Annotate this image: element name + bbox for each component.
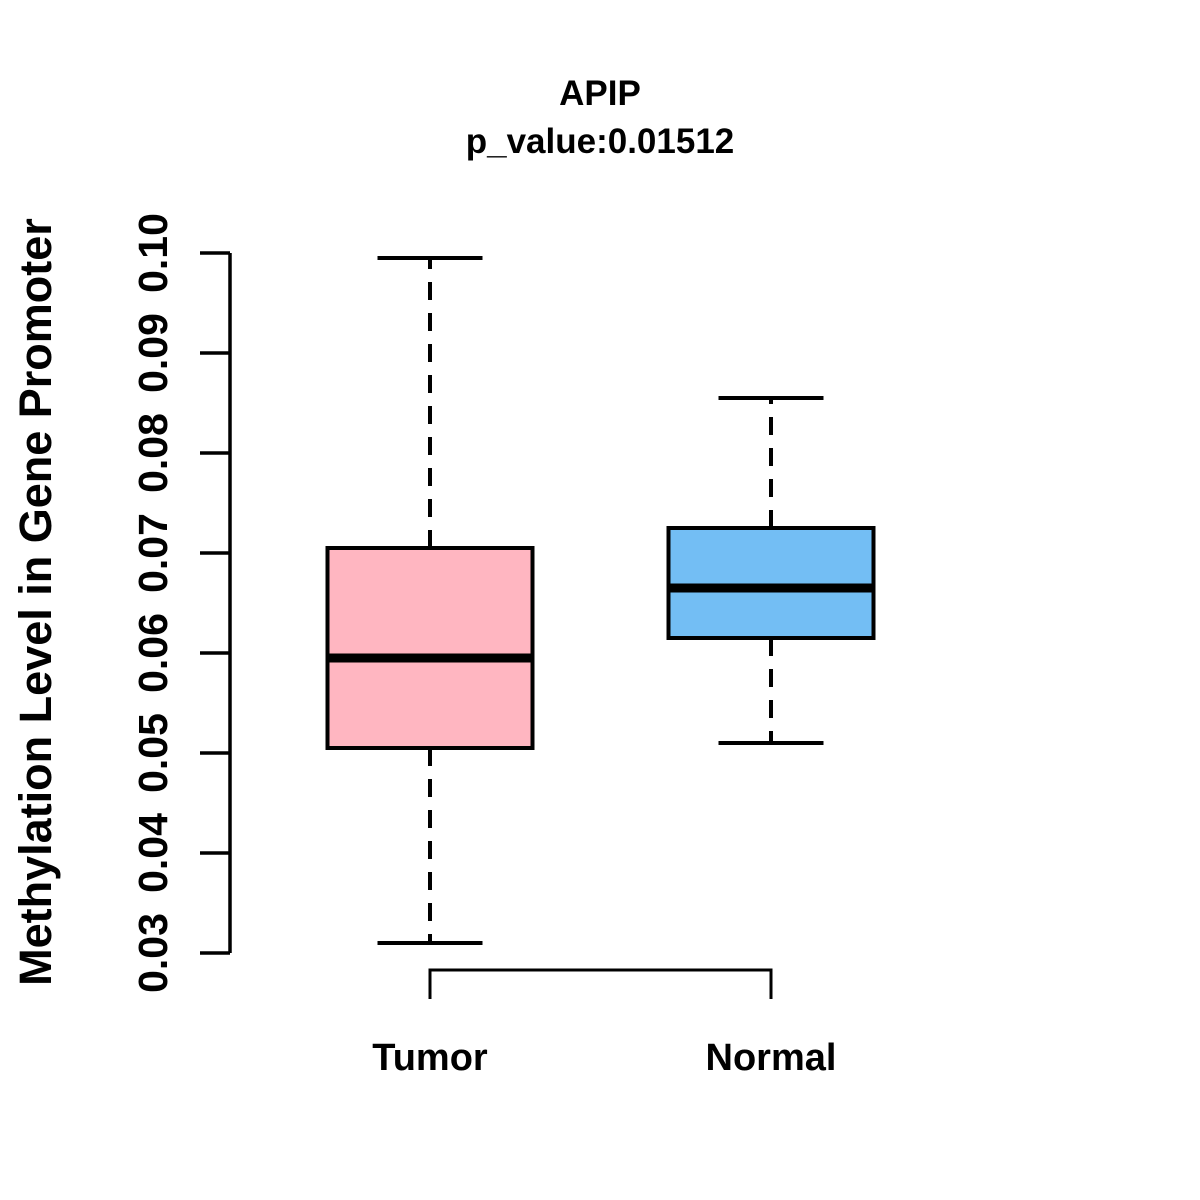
y-axis-tick-label: 0.08 [130,413,176,493]
y-axis-tick-label: 0.03 [130,913,176,993]
y-axis-tick-label: 0.10 [130,213,176,293]
chart-subtitle-pvalue: p_value:0.01512 [465,122,735,161]
box-normal [666,526,876,640]
x-category-label: Normal [706,1037,837,1079]
x-category-label: Tumor [372,1037,488,1079]
y-axis-tick-label: 0.05 [130,713,176,793]
y-axis-tick-label: 0.09 [130,313,176,393]
y-axis-tick-label: 0.06 [130,613,176,693]
y-axis-tick-label: 0.04 [130,813,176,893]
x-axis-bracket [428,968,773,999]
box-tumor [325,546,535,750]
y-axis-tick-label: 0.07 [130,513,176,593]
chart-title: APIP [559,74,641,113]
